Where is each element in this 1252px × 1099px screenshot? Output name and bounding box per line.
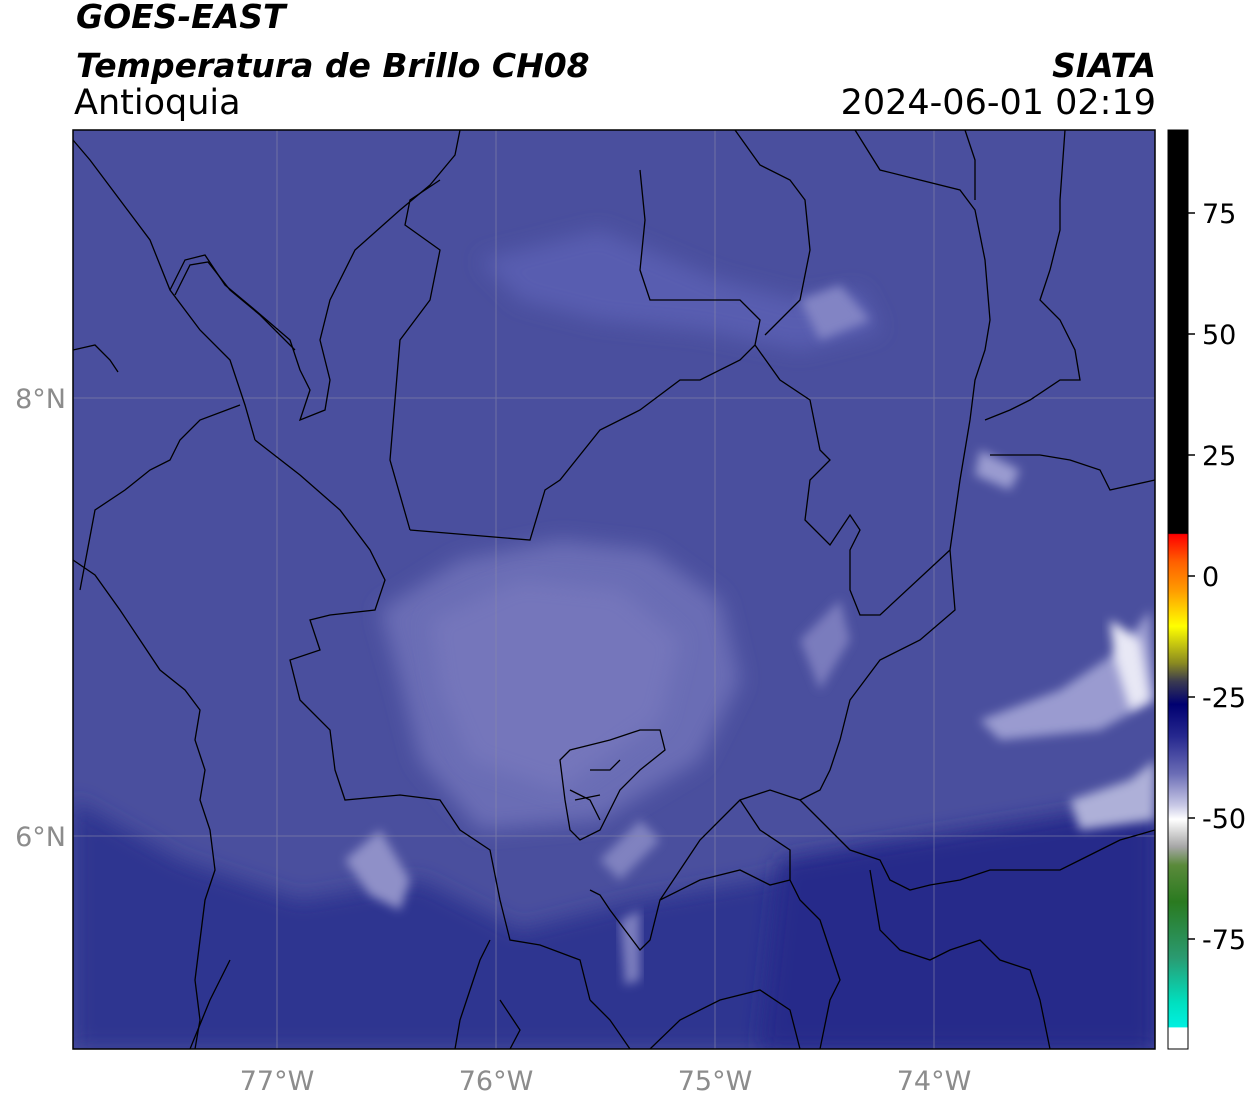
colorbar-label-50: 50: [1202, 320, 1236, 351]
colorbar-label-minus50: -50: [1202, 804, 1246, 835]
colorbar-label-minus75: -75: [1202, 925, 1246, 956]
region-label: Antioquia: [74, 83, 241, 123]
lat-tick-6n: 6°N: [15, 822, 66, 853]
colorbar: [1167, 129, 1189, 1050]
temperature-field: [73, 130, 1155, 1049]
colorbar-label-25: 25: [1202, 441, 1236, 472]
map-frame: [72, 129, 1156, 1050]
colorbar-label-0: 0: [1202, 562, 1219, 593]
datetime-label: 2024-06-01 02:19: [840, 83, 1156, 123]
gridlines: [73, 130, 1155, 1049]
product-title: Temperatura de Brillo CH08: [76, 46, 590, 85]
colorbar-ticks: [1188, 212, 1195, 940]
satellite-title: GOES-EAST: [76, 0, 286, 36]
colorbar-label-75: 75: [1202, 199, 1236, 230]
colorbar-label-minus25: -25: [1202, 683, 1246, 714]
lon-tick-74w: 74°W: [897, 1066, 972, 1097]
boundaries: [73, 130, 1155, 1049]
lon-tick-77w: 77°W: [240, 1066, 315, 1097]
lon-tick-76w: 76°W: [459, 1066, 534, 1097]
lon-tick-75w: 75°W: [678, 1066, 753, 1097]
agency-label: SIATA: [1052, 46, 1156, 85]
lat-tick-8n: 8°N: [15, 384, 66, 415]
